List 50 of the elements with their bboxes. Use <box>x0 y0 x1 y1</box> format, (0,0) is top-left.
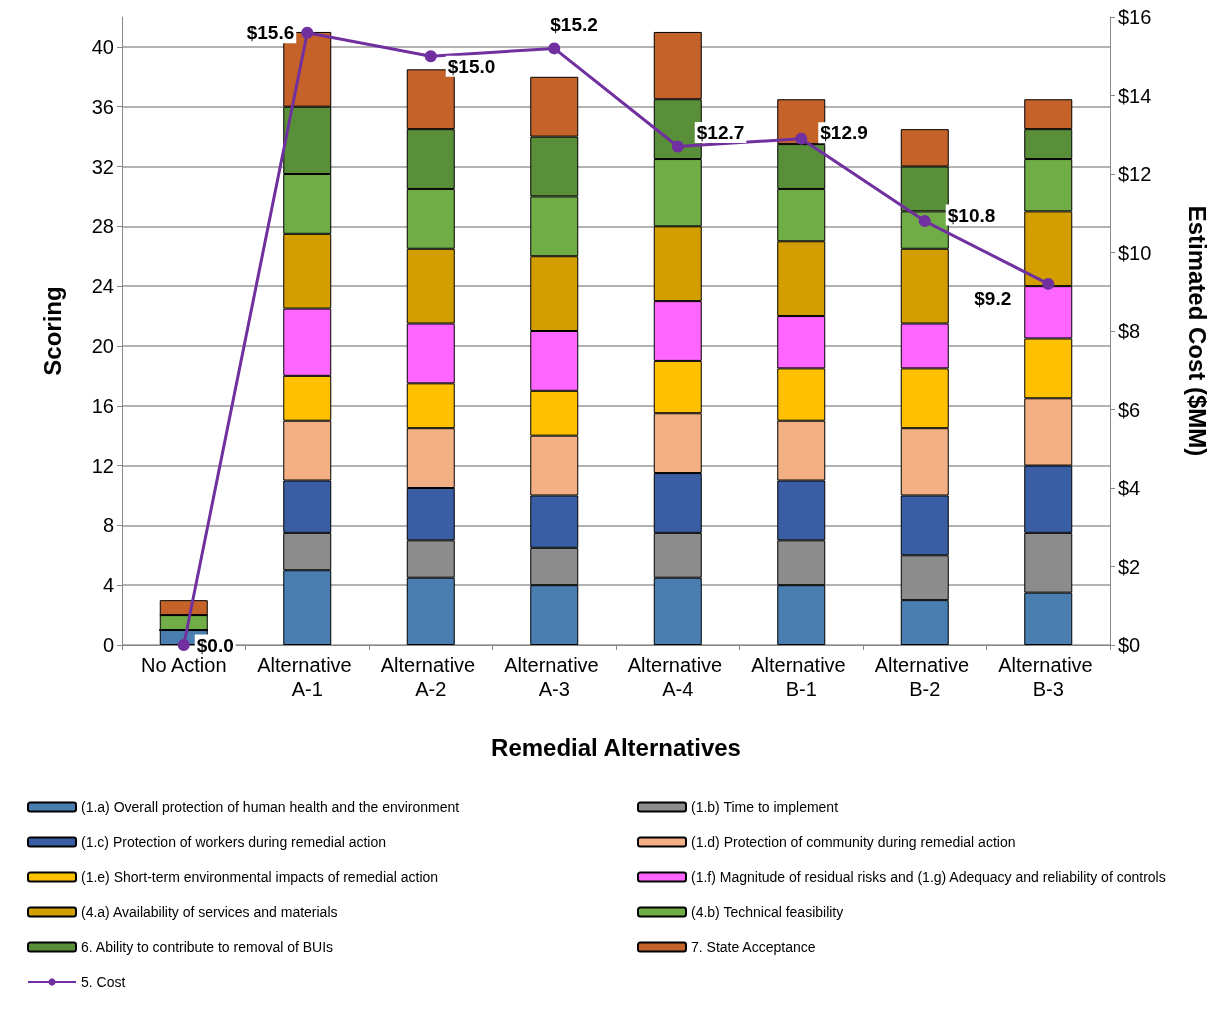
y2-tick-label: $16 <box>1118 6 1152 28</box>
y-tick-label: 16 <box>91 394 114 417</box>
data-label: $0.0 <box>196 634 234 656</box>
data-label: $15.2 <box>550 14 598 36</box>
y-tick-label: 32 <box>91 155 114 178</box>
x-tick-label: Alternative B-1 <box>751 654 852 700</box>
x-tick-label: No Action <box>140 654 227 676</box>
data-label: $10.8 <box>947 204 996 226</box>
y2-tick-label: $2 <box>1118 555 1141 578</box>
y-tick-label: 12 <box>91 454 114 477</box>
data-label: $12.9 <box>820 122 868 144</box>
x-tick-label: Alternative A-1 <box>257 654 358 700</box>
y2-tick-label: $0 <box>1118 634 1141 656</box>
data-label: $9.2 <box>974 287 1012 309</box>
x-tick-label: Alternative B-3 <box>998 654 1099 700</box>
legend-label: (4.b) Technical feasibility <box>691 904 844 920</box>
y2-tick-label: $4 <box>1118 477 1141 499</box>
y-tick-label: 4 <box>102 574 114 597</box>
y-axis-title: Scoring <box>38 286 66 376</box>
x-axis-title: Remedial Alternatives <box>491 733 741 761</box>
x-tick-label: Alternative A-4 <box>627 654 728 700</box>
y2-axis-title: Estimated Cost ($MM) <box>1183 205 1211 457</box>
legend-label: (1.c) Protection of workers during remedial action <box>81 834 387 850</box>
x-tick-label: Alternative A-2 <box>380 654 481 700</box>
y-tick-label: 40 <box>91 35 114 58</box>
y2-tick-label: $8 <box>1118 320 1141 342</box>
legend-label: 6. Ability to contribute to removal of BUIs <box>81 939 334 955</box>
y-tick-label: 8 <box>102 514 114 537</box>
data-label: $15.0 <box>447 55 496 77</box>
y-tick-label: 28 <box>91 215 114 238</box>
legend-label: 7. State Acceptance <box>691 939 816 955</box>
y2-tick-label: $12 <box>1118 163 1152 185</box>
y-tick-label: 36 <box>91 95 114 118</box>
legend-label: (1.b) Time to implement <box>691 799 839 815</box>
y-tick-label: 24 <box>91 275 114 298</box>
y2-tick-label: $6 <box>1118 398 1141 421</box>
legend-label: (4.a) Availability of services and materials <box>81 904 338 920</box>
y-tick-label: 20 <box>91 334 114 357</box>
y-tick-label: 0 <box>102 634 114 656</box>
legend-label: (1.f) Magnitude of residual risks and (1.g) Adequacy and reliability of controls <box>691 869 1166 885</box>
legend-label: 5. Cost <box>81 974 126 990</box>
legend-label: (1.e) Short-term environmental impacts of remedial action <box>81 869 439 885</box>
x-tick-label: Alternative A-3 <box>504 654 605 700</box>
y2-tick-label: $10 <box>1118 241 1152 264</box>
y2-tick-label: $14 <box>1118 84 1152 107</box>
data-label: $12.7 <box>696 122 745 144</box>
legend-label: (1.d) Protection of community during remedial action <box>691 834 1016 850</box>
legend-label: (1.a) Overall protection of human health and the environment <box>81 799 460 815</box>
data-label: $15.6 <box>246 22 295 44</box>
x-tick-label: Alternative B-2 <box>874 654 975 700</box>
